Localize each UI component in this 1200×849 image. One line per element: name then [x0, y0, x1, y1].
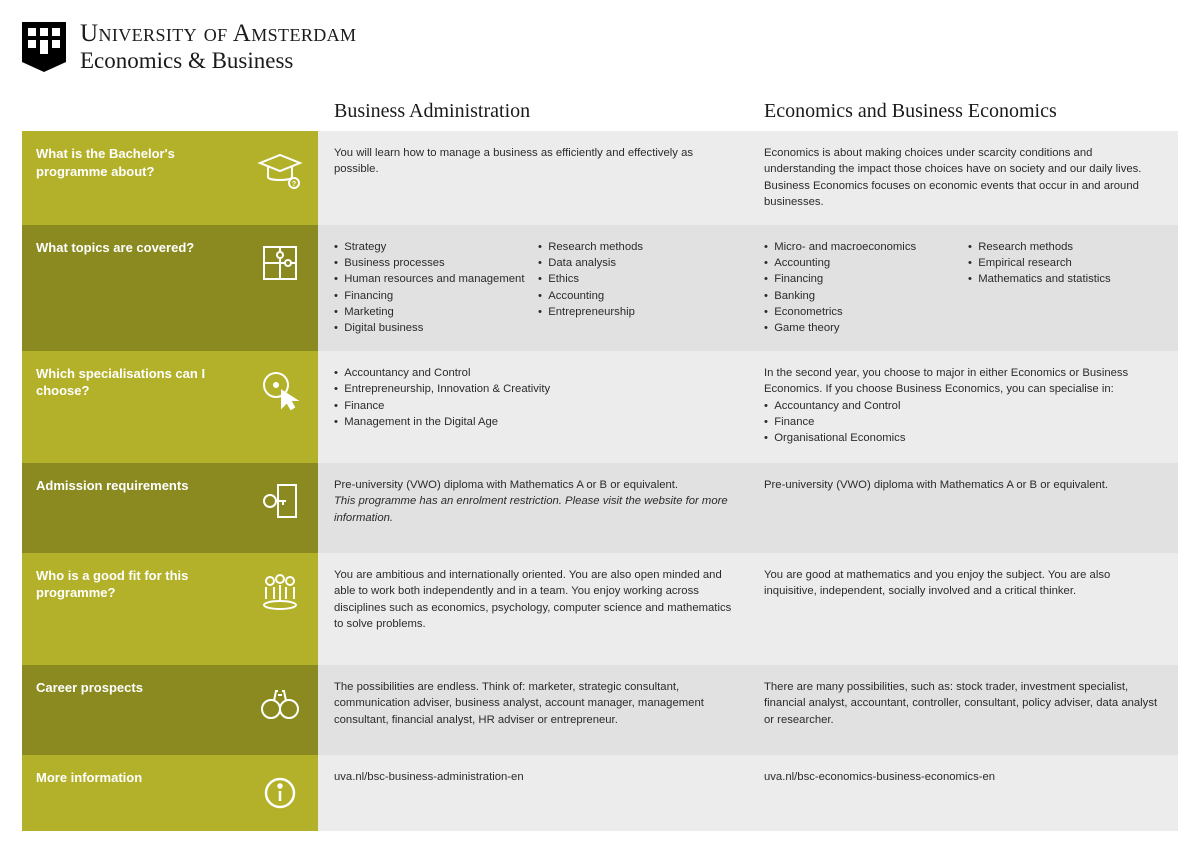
- list-item: Financing: [764, 271, 958, 287]
- list-item: Empirical research: [968, 255, 1162, 271]
- cell-fit-ebe: You are good at mathematics and you enjo…: [748, 553, 1178, 665]
- list-item: Entrepreneurship: [538, 304, 732, 320]
- cell-more-ba: uva.nl/bsc-business-administration-en: [318, 755, 748, 831]
- row-admission: Admission requirements Pre-university (V…: [22, 463, 1178, 553]
- topics-ba-right: Research methodsData analysisEthicsAccou…: [538, 239, 732, 337]
- key-icon: [256, 477, 304, 525]
- university-name: University of Amsterdam: [80, 20, 356, 48]
- header: University of Amsterdam Economics & Busi…: [22, 20, 1178, 74]
- cell-career-ba: The possibilities are endless. Think of:…: [318, 665, 748, 755]
- cell-more-ebe: uva.nl/bsc-economics-business-economics-…: [748, 755, 1178, 831]
- row-topics: What topics are covered? StrategyBusines…: [22, 225, 1178, 351]
- list-item: Accounting: [764, 255, 958, 271]
- cell-career-ebe: There are many possibilities, such as: s…: [748, 665, 1178, 755]
- label-specialisations: Which specialisations can I choose?: [22, 351, 318, 463]
- label-fit: Who is a good fit for this programme?: [22, 553, 318, 665]
- list-item: Ethics: [538, 271, 732, 287]
- list-item: Entrepreneurship, Innovation & Creativit…: [334, 381, 732, 397]
- cursor-icon: [256, 365, 304, 413]
- column-header-ba: Business Administration: [318, 100, 748, 123]
- list-item: Business processes: [334, 255, 528, 271]
- label-topics: What topics are covered?: [22, 225, 318, 351]
- list-item: Mathematics and statistics: [968, 271, 1162, 287]
- people-icon: [256, 567, 304, 615]
- row-fit: Who is a good fit for this programme? Yo…: [22, 553, 1178, 665]
- list-item: Game theory: [764, 320, 958, 336]
- cell-spec-ebe: In the second year, you choose to major …: [748, 351, 1178, 463]
- cell-about-ebe: Economics is about making choices under …: [748, 131, 1178, 225]
- cell-admission-ba: Pre-university (VWO) diploma with Mathem…: [318, 463, 748, 553]
- list-item: Research methods: [538, 239, 732, 255]
- spec-ba-list: Accountancy and ControlEntrepreneurship,…: [334, 365, 732, 431]
- row-career: Career prospects The possibilities are e…: [22, 665, 1178, 755]
- list-item: Management in the Digital Age: [334, 414, 732, 430]
- header-text: University of Amsterdam Economics & Busi…: [80, 20, 356, 74]
- list-item: Accountancy and Control: [334, 365, 732, 381]
- list-item: Digital business: [334, 320, 528, 336]
- row-specialisations: Which specialisations can I choose? Acco…: [22, 351, 1178, 463]
- list-item: Finance: [334, 398, 732, 414]
- list-item: Banking: [764, 288, 958, 304]
- label-more: More information: [22, 755, 318, 831]
- label-admission: Admission requirements: [22, 463, 318, 553]
- label-career: Career prospects: [22, 665, 318, 755]
- faculty-name: Economics & Business: [80, 48, 356, 74]
- list-item: Finance: [764, 414, 1162, 430]
- label-about: What is the Bachelor's programme about? …: [22, 131, 318, 225]
- topics-ebe-right: Research methodsEmpirical researchMathem…: [968, 239, 1162, 337]
- list-item: Marketing: [334, 304, 528, 320]
- list-item: Strategy: [334, 239, 528, 255]
- cell-spec-ba: Accountancy and ControlEntrepreneurship,…: [318, 351, 748, 463]
- cell-admission-ebe: Pre-university (VWO) diploma with Mathem…: [748, 463, 1178, 553]
- topics-ebe-left: Micro- and macroeconomicsAccountingFinan…: [764, 239, 958, 337]
- binoculars-icon: [256, 679, 304, 727]
- puzzle-icon: [256, 239, 304, 287]
- cell-topics-ebe: Micro- and macroeconomicsAccountingFinan…: [748, 225, 1178, 351]
- column-headers: Business Administration Economics and Bu…: [22, 100, 1178, 123]
- svg-text:?: ?: [292, 181, 296, 188]
- list-item: Data analysis: [538, 255, 732, 271]
- spec-ebe-list: Accountancy and ControlFinanceOrganisati…: [764, 398, 1162, 447]
- list-item: Micro- and macroeconomics: [764, 239, 958, 255]
- list-item: Human resources and management: [334, 271, 528, 287]
- list-item: Accountancy and Control: [764, 398, 1162, 414]
- info-icon: [256, 769, 304, 817]
- list-item: Financing: [334, 288, 528, 304]
- uva-logo: [22, 22, 66, 72]
- column-header-ebe: Economics and Business Economics: [748, 100, 1178, 123]
- list-item: Organisational Economics: [764, 430, 1162, 446]
- cell-fit-ba: You are ambitious and internationally or…: [318, 553, 748, 665]
- page: University of Amsterdam Economics & Busi…: [0, 0, 1200, 841]
- graduation-cap-icon: ?: [256, 145, 304, 193]
- topics-ba-left: StrategyBusiness processesHuman resource…: [334, 239, 528, 337]
- row-about: What is the Bachelor's programme about? …: [22, 131, 1178, 225]
- cell-about-ba: You will learn how to manage a business …: [318, 131, 748, 225]
- list-item: Accounting: [538, 288, 732, 304]
- row-more: More information uva.nl/bsc-business-adm…: [22, 755, 1178, 831]
- list-item: Research methods: [968, 239, 1162, 255]
- list-item: Econometrics: [764, 304, 958, 320]
- cell-topics-ba: StrategyBusiness processesHuman resource…: [318, 225, 748, 351]
